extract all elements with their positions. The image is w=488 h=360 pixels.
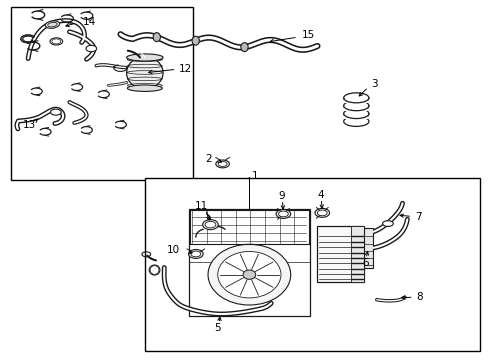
Ellipse shape (343, 93, 368, 103)
Ellipse shape (343, 109, 368, 118)
Ellipse shape (126, 54, 163, 61)
Bar (144, 178, 479, 351)
Bar (344, 114, 368, 118)
Ellipse shape (218, 161, 226, 166)
Ellipse shape (202, 220, 218, 230)
Ellipse shape (382, 221, 392, 226)
Ellipse shape (317, 210, 326, 216)
Bar (317, 226, 363, 282)
Bar (363, 228, 372, 267)
Text: 13: 13 (23, 120, 37, 130)
Ellipse shape (343, 116, 368, 126)
Ellipse shape (188, 249, 203, 258)
Text: 4: 4 (316, 190, 323, 200)
Ellipse shape (45, 21, 60, 28)
Ellipse shape (50, 38, 62, 45)
Text: 12: 12 (179, 64, 192, 73)
Text: 14: 14 (83, 17, 96, 27)
Text: 11: 11 (195, 201, 208, 211)
Circle shape (207, 244, 290, 305)
Circle shape (217, 251, 281, 298)
Ellipse shape (314, 208, 329, 217)
Bar (188, 208, 309, 316)
Text: 3: 3 (370, 79, 377, 89)
Ellipse shape (127, 85, 162, 91)
Bar (190, 210, 308, 244)
Ellipse shape (192, 36, 199, 45)
Ellipse shape (149, 265, 160, 275)
Circle shape (243, 270, 255, 279)
Text: 10: 10 (167, 245, 180, 255)
Bar (344, 99, 368, 103)
Ellipse shape (241, 43, 247, 51)
Text: 15: 15 (301, 30, 314, 40)
Ellipse shape (191, 251, 201, 257)
Bar (344, 107, 368, 111)
Ellipse shape (48, 22, 57, 27)
Ellipse shape (276, 210, 290, 219)
Bar (351, 226, 363, 282)
Text: 8: 8 (416, 292, 423, 302)
Text: 9: 9 (278, 191, 284, 201)
Text: 6: 6 (361, 258, 367, 268)
Ellipse shape (343, 101, 368, 111)
Ellipse shape (278, 211, 287, 217)
Ellipse shape (153, 33, 160, 42)
Ellipse shape (126, 57, 163, 89)
Bar (11, 7, 193, 180)
Ellipse shape (215, 160, 229, 168)
Text: 5: 5 (214, 323, 221, 333)
Text: 2: 2 (204, 154, 211, 163)
Ellipse shape (204, 221, 215, 228)
Ellipse shape (50, 109, 61, 115)
Ellipse shape (86, 45, 97, 52)
Text: 1: 1 (251, 171, 258, 181)
Text: 7: 7 (414, 212, 421, 222)
